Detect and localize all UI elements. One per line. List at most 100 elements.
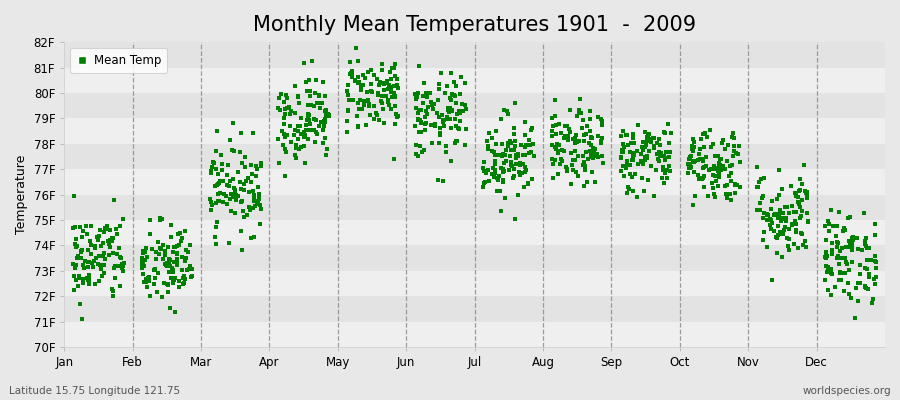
Point bbox=[662, 163, 677, 169]
Point bbox=[794, 213, 808, 220]
Point bbox=[319, 93, 333, 100]
Point bbox=[158, 248, 172, 254]
Point bbox=[642, 148, 656, 154]
Point bbox=[134, 265, 148, 271]
Point bbox=[586, 155, 600, 161]
Point bbox=[409, 142, 423, 148]
Point bbox=[170, 251, 184, 257]
Point bbox=[384, 65, 399, 71]
Point bbox=[178, 276, 193, 282]
Point bbox=[846, 237, 860, 243]
Point bbox=[345, 73, 359, 80]
Point bbox=[789, 221, 804, 228]
Point bbox=[446, 107, 460, 114]
Point bbox=[425, 102, 439, 108]
Point bbox=[176, 280, 191, 286]
Point bbox=[660, 166, 674, 173]
Bar bbox=[64, 42, 885, 68]
Point bbox=[627, 140, 642, 146]
Point bbox=[288, 152, 302, 158]
Point bbox=[414, 106, 428, 113]
Point bbox=[801, 219, 815, 225]
Point bbox=[152, 245, 166, 251]
Point bbox=[136, 258, 150, 265]
Point bbox=[706, 172, 720, 178]
Point bbox=[294, 114, 309, 121]
Point bbox=[554, 161, 568, 168]
Point bbox=[584, 134, 598, 140]
Point bbox=[650, 151, 664, 157]
Point bbox=[278, 172, 293, 179]
Point bbox=[367, 72, 382, 78]
Point bbox=[832, 260, 846, 267]
Point bbox=[181, 249, 195, 256]
Point bbox=[625, 157, 639, 164]
Point bbox=[166, 279, 180, 286]
Point bbox=[707, 166, 722, 172]
Point bbox=[544, 115, 559, 121]
Point bbox=[792, 188, 806, 194]
Point bbox=[409, 95, 423, 102]
Point bbox=[554, 147, 569, 154]
Point bbox=[858, 284, 872, 290]
Point bbox=[162, 263, 176, 269]
Point bbox=[174, 238, 188, 244]
Point bbox=[72, 272, 86, 279]
Point bbox=[452, 126, 466, 132]
Point bbox=[388, 61, 402, 68]
Point bbox=[596, 160, 610, 166]
Point bbox=[691, 176, 706, 183]
Point bbox=[846, 234, 860, 240]
Point bbox=[833, 255, 848, 261]
Point bbox=[686, 158, 700, 164]
Point bbox=[844, 247, 859, 253]
Point bbox=[637, 129, 652, 135]
Point bbox=[859, 285, 873, 292]
Point bbox=[442, 108, 456, 115]
Point bbox=[316, 78, 330, 85]
Point bbox=[439, 149, 454, 156]
Point bbox=[237, 181, 251, 187]
Point bbox=[662, 148, 677, 155]
Point bbox=[339, 128, 354, 135]
Point bbox=[842, 244, 856, 250]
Point bbox=[779, 234, 794, 241]
Point bbox=[298, 79, 312, 86]
Point bbox=[634, 151, 648, 157]
Point bbox=[235, 160, 249, 166]
Point bbox=[719, 182, 733, 188]
Point bbox=[763, 206, 778, 213]
Point bbox=[710, 153, 724, 159]
Point bbox=[623, 170, 637, 177]
Point bbox=[694, 136, 708, 142]
Point bbox=[162, 269, 176, 276]
Point bbox=[162, 261, 176, 267]
Point bbox=[142, 293, 157, 299]
Point bbox=[242, 189, 256, 196]
Point bbox=[294, 144, 309, 151]
Point bbox=[726, 152, 741, 159]
Point bbox=[428, 121, 442, 127]
Point bbox=[371, 90, 385, 96]
Point bbox=[646, 135, 661, 141]
Point bbox=[641, 177, 655, 183]
Point bbox=[390, 82, 404, 88]
Point bbox=[496, 168, 510, 174]
Point bbox=[319, 152, 333, 158]
Point bbox=[234, 186, 248, 192]
Point bbox=[800, 195, 814, 202]
Point bbox=[781, 243, 796, 249]
Point bbox=[757, 210, 771, 216]
Point bbox=[821, 287, 835, 294]
Point bbox=[163, 256, 177, 263]
Point bbox=[868, 274, 883, 280]
Point bbox=[859, 234, 873, 241]
Point bbox=[253, 206, 267, 212]
Point bbox=[572, 138, 586, 144]
Point bbox=[166, 280, 181, 286]
Bar bbox=[64, 144, 885, 169]
Point bbox=[681, 156, 696, 162]
Point bbox=[710, 168, 724, 174]
Point bbox=[212, 197, 227, 204]
Point bbox=[508, 100, 522, 106]
